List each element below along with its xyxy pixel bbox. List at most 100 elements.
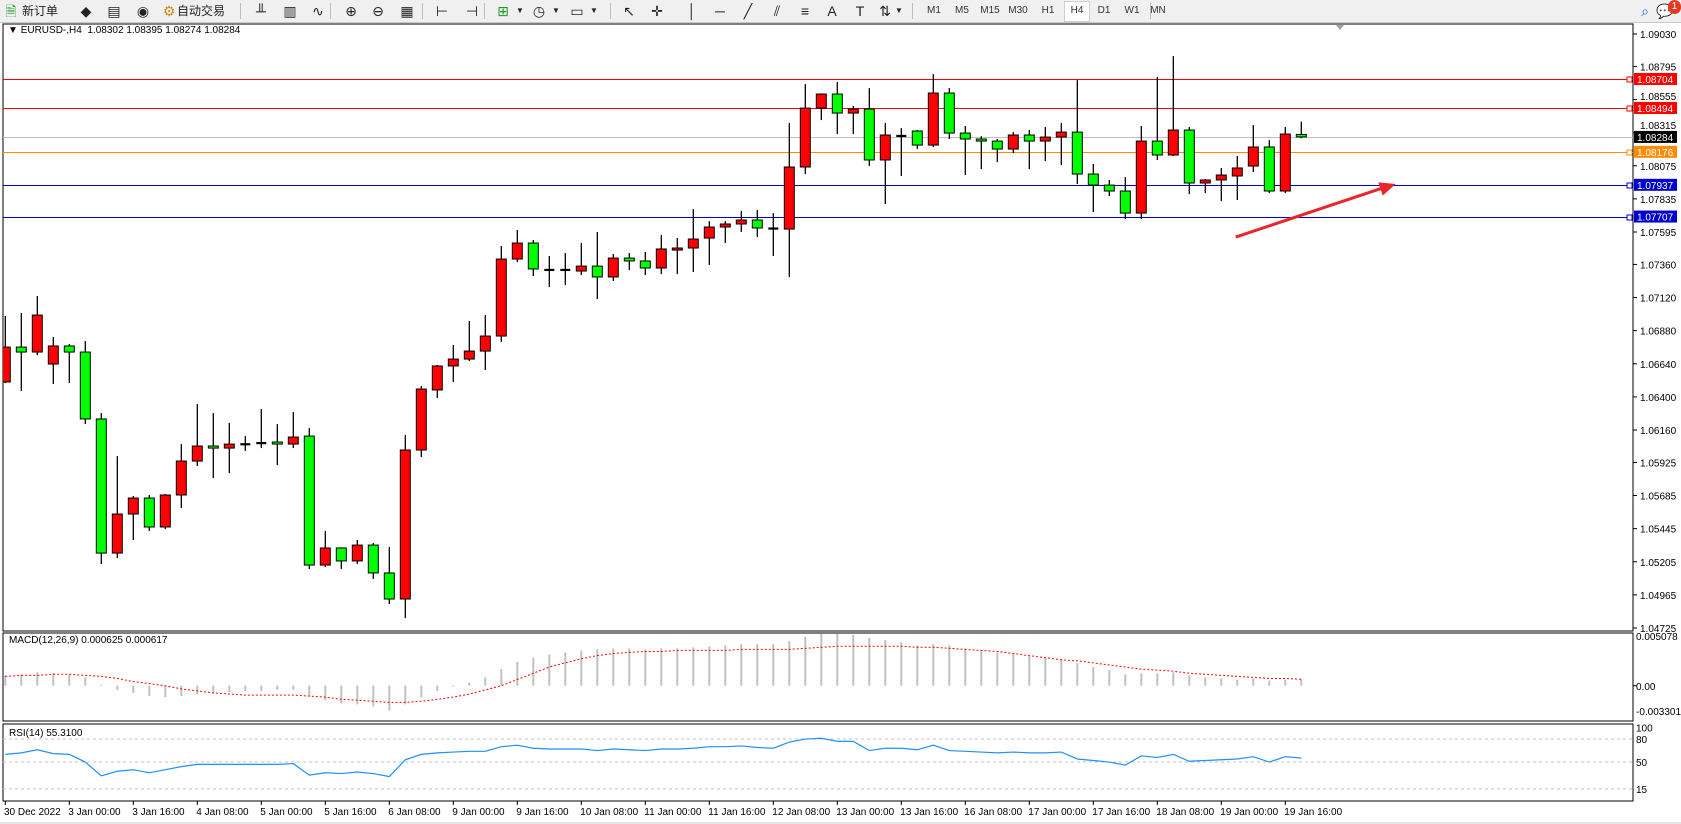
metaeditor-icon[interactable]: ◆	[80, 3, 92, 19]
toolbar-separator	[1150, 3, 1151, 19]
time-axis-label: 13 Jan 00:00	[836, 807, 894, 818]
candle	[63, 344, 75, 384]
time-axis-label: 13 Jan 16:00	[900, 807, 958, 818]
timeframe-w1-button[interactable]: W1	[1124, 5, 1140, 16]
equidistant-channel-icon[interactable]: ⫽	[773, 3, 781, 19]
candle-body	[639, 260, 651, 269]
candle	[815, 93, 827, 121]
vertical-line-icon[interactable]: │	[687, 3, 697, 19]
candle	[991, 139, 1003, 163]
crosshair-icon[interactable]: ✛	[651, 3, 663, 19]
candle-body	[223, 443, 235, 449]
candle-body	[335, 547, 347, 562]
autoscroll-icon[interactable]: ⊢	[435, 3, 449, 19]
timeframe-d1-button[interactable]: D1	[1097, 5, 1111, 16]
indicators-icon[interactable]: ⊞	[497, 3, 509, 19]
main-price-pane	[2, 23, 1634, 632]
candle	[79, 341, 91, 425]
candle	[560, 252, 571, 285]
cursor-icon[interactable]: ↖	[623, 3, 635, 19]
chart-header: ▼ EURUSD-,H4 1.08302 1.08395 1.08274 1.0…	[8, 25, 240, 36]
candle	[207, 413, 219, 479]
candle	[287, 412, 299, 449]
candle-body	[431, 365, 443, 391]
chart-shift-marker-icon[interactable]	[1336, 25, 1344, 30]
templates-icon[interactable]: ▭	[570, 3, 584, 19]
signals-icon[interactable]: ◉	[136, 3, 150, 19]
timeframe-m15-button[interactable]: M15	[980, 5, 1000, 16]
price-axis-label: 1.06880	[1640, 327, 1677, 338]
chart-menu-triangle-icon[interactable]: ▼	[8, 25, 18, 36]
periods-dropdown-icon[interactable]: ▼	[552, 6, 560, 15]
candle-body	[863, 108, 875, 161]
line-handle[interactable]	[1626, 214, 1633, 221]
candle-body	[735, 219, 747, 225]
time-axis-label: 5 Jan 16:00	[324, 807, 377, 818]
bar-chart-icon[interactable]: ╨	[256, 3, 266, 19]
candle-body	[1007, 134, 1019, 150]
time-axis-label: 17 Jan 16:00	[1092, 807, 1150, 818]
indicators-dropdown-icon[interactable]: ▼	[516, 6, 524, 15]
timeframe-mn-button[interactable]: MN	[1150, 5, 1166, 16]
candle	[271, 424, 283, 466]
line-handle[interactable]	[1626, 149, 1633, 156]
candle	[1231, 155, 1243, 200]
line-handle[interactable]	[1626, 105, 1633, 112]
zoom-in-icon[interactable]: ⊕	[345, 3, 357, 19]
candle	[415, 385, 427, 458]
candle-body	[1231, 167, 1243, 177]
tile-windows-icon[interactable]: ▦	[400, 3, 414, 19]
timeframe-h4-button[interactable]: H4	[1064, 1, 1090, 22]
timeframe-m1-button[interactable]: M1	[927, 5, 941, 16]
price-axis-label: 1.04725	[1640, 624, 1677, 635]
candle	[879, 122, 891, 204]
templates-dropdown-icon[interactable]: ▼	[590, 6, 598, 15]
new-order-button[interactable]: 新订单	[22, 4, 59, 18]
candle-body	[1135, 140, 1147, 214]
time-axis-label: 19 Jan 16:00	[1284, 807, 1342, 818]
candle-body	[399, 449, 411, 600]
chart-shift-icon[interactable]: ⊣	[465, 3, 479, 19]
trendline-icon[interactable]: ╱	[743, 3, 753, 19]
fibonacci-icon[interactable]: ≡	[800, 3, 810, 19]
price-tag	[1634, 145, 1677, 158]
auto-trading-button[interactable]: 自动交易	[177, 4, 226, 18]
candle	[383, 547, 395, 604]
timeframe-m5-button[interactable]: M5	[955, 5, 969, 16]
candle-body	[319, 547, 331, 566]
price-axis-label: 1.06160	[1640, 426, 1677, 437]
macd-pane	[2, 632, 1634, 722]
arrows-icon[interactable]: ⇅	[879, 3, 891, 19]
candle	[1039, 126, 1051, 162]
search-icon[interactable]: ⌕	[1641, 3, 1649, 19]
text-icon[interactable]: A	[827, 3, 837, 19]
annotation-arrow-head-icon[interactable]	[1378, 182, 1396, 196]
arrows-dropdown-icon[interactable]: ▼	[895, 6, 903, 15]
candlestick-chart-icon[interactable]: ▥	[283, 3, 297, 19]
price-axis-label: 1.08075	[1640, 162, 1677, 173]
periods-clock-icon[interactable]: ◷	[532, 3, 546, 19]
annotation-arrow-line[interactable]	[1235, 185, 1387, 239]
price-axis-label: 1.06400	[1640, 393, 1677, 404]
candle	[783, 122, 795, 277]
line-handle[interactable]	[1626, 182, 1633, 189]
rsi-label: RSI(14) 55.3100	[9, 728, 83, 739]
new-order-icon[interactable]: 🗎	[5, 3, 17, 19]
toolbar-separator	[422, 3, 423, 19]
candle-body	[623, 257, 635, 262]
horizontal-line-icon[interactable]: ─	[715, 3, 725, 19]
timeframe-h1-button[interactable]: H1	[1041, 5, 1055, 16]
candle	[175, 444, 187, 508]
line-handle[interactable]	[1626, 76, 1633, 83]
candle-body	[1183, 129, 1195, 184]
line-chart-icon[interactable]: ∿	[312, 3, 324, 19]
zoom-out-icon[interactable]: ⊖	[372, 3, 384, 19]
candle-body	[367, 544, 379, 574]
timeframe-m30-button[interactable]: M30	[1008, 5, 1028, 16]
auto-trading-icon[interactable]: ⚙	[162, 3, 176, 19]
price-tag	[1634, 101, 1677, 114]
navigator-icon[interactable]: ▤	[107, 3, 121, 19]
candle	[95, 413, 107, 564]
text-label-icon[interactable]: T	[855, 3, 865, 19]
